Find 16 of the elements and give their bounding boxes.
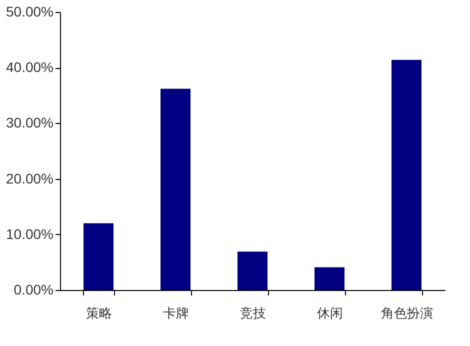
y-tick-label: 50.00% [6, 4, 54, 20]
bar [84, 223, 114, 290]
y-tick-label: 30.00% [6, 114, 54, 131]
bar [238, 252, 268, 290]
y-tick-label: 40.00% [6, 59, 54, 76]
bar [160, 88, 190, 290]
bar [314, 267, 344, 290]
y-tick-label: 0.00% [14, 282, 54, 298]
bar [392, 60, 422, 290]
y-tick-label: 20.00% [6, 170, 54, 186]
x-tick-label: 卡牌 [163, 306, 189, 322]
x-tick-label: 休闲 [317, 306, 343, 322]
y-tick-label: 10.00% [6, 226, 54, 242]
x-tick-label: 角色扮演 [381, 306, 433, 322]
x-tick-label: 竞技 [240, 306, 266, 322]
x-tick-label: 策略 [86, 306, 112, 322]
